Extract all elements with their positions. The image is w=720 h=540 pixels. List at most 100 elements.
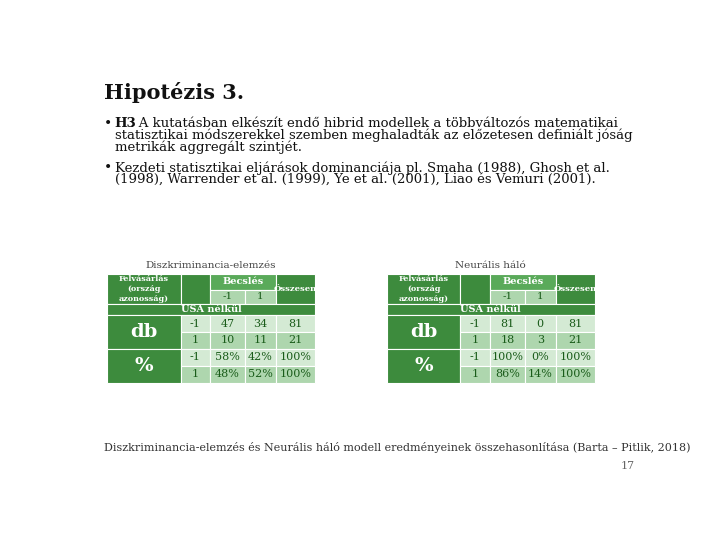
Text: metrikák aggregált szintjét.: metrikák aggregált szintjét. <box>114 140 302 154</box>
Text: 48%: 48% <box>215 369 240 379</box>
Text: 47: 47 <box>220 319 235 328</box>
Bar <box>461 349 490 366</box>
Bar <box>245 349 276 366</box>
Bar <box>525 332 556 349</box>
Text: USA nélkül: USA nélkül <box>181 305 241 314</box>
Bar <box>525 315 556 332</box>
Bar <box>490 349 525 366</box>
Text: -1: -1 <box>503 292 513 301</box>
Bar <box>107 303 315 315</box>
Bar <box>210 349 245 366</box>
Bar <box>181 349 210 366</box>
Bar <box>107 274 181 303</box>
Text: •: • <box>104 161 112 175</box>
Bar <box>556 315 595 332</box>
Text: 100%: 100% <box>491 353 523 362</box>
Text: Kezdeti statisztikai eljárások dominanciája pl. Smaha (1988), Ghosh et al.: Kezdeti statisztikai eljárások dominanci… <box>114 161 610 174</box>
Text: (1998), Warrender et al. (1999), Ye et al. (2001), Liao és Vemuri (2001).: (1998), Warrender et al. (1999), Ye et a… <box>114 173 595 186</box>
Text: 86%: 86% <box>495 369 520 379</box>
Text: H3: H3 <box>114 117 137 130</box>
Bar <box>210 289 245 303</box>
Text: 1: 1 <box>192 335 199 346</box>
Text: 18: 18 <box>500 335 515 346</box>
Text: Neurális háló: Neurális háló <box>455 261 526 271</box>
Bar <box>245 366 276 383</box>
Bar <box>210 315 245 332</box>
Text: 21: 21 <box>568 335 582 346</box>
Bar <box>490 366 525 383</box>
Text: -1: -1 <box>190 319 201 328</box>
Bar <box>387 274 461 303</box>
Bar <box>556 274 595 303</box>
Text: 1: 1 <box>472 369 479 379</box>
Text: Hipotézis 3.: Hipotézis 3. <box>104 82 244 103</box>
Bar <box>210 332 245 349</box>
Text: 81: 81 <box>568 319 582 328</box>
Bar <box>181 366 210 383</box>
Bar <box>525 349 556 366</box>
Bar <box>276 366 315 383</box>
Text: db: db <box>130 323 158 341</box>
Bar <box>461 366 490 383</box>
Text: Becslés: Becslés <box>222 278 264 286</box>
Text: Felvásárlás
(ország
azonosság): Felvásárlás (ország azonosság) <box>399 275 449 302</box>
Bar <box>210 274 276 289</box>
Bar <box>387 303 595 315</box>
Bar <box>490 274 556 289</box>
Text: -1: -1 <box>469 353 481 362</box>
Text: Diszkriminancia-elemzés: Diszkriminancia-elemzés <box>145 261 276 271</box>
Text: 21: 21 <box>288 335 302 346</box>
Text: Összesen: Összesen <box>274 285 317 293</box>
Bar <box>245 315 276 332</box>
Text: 0%: 0% <box>531 353 549 362</box>
Text: 81: 81 <box>500 319 515 328</box>
Text: statisztikai módszerekkel szemben meghaladták az előzetesen definiált jóság: statisztikai módszerekkel szemben meghal… <box>114 129 632 142</box>
Text: 34: 34 <box>253 319 268 328</box>
Text: •: • <box>104 117 112 131</box>
Text: USA nélkül: USA nélkül <box>460 305 521 314</box>
Bar <box>276 274 315 303</box>
Bar <box>556 332 595 349</box>
Text: 1: 1 <box>537 292 544 301</box>
Bar <box>490 315 525 332</box>
Text: Felvásárlás
(ország
azonosság): Felvásárlás (ország azonosság) <box>119 275 169 302</box>
Text: 1: 1 <box>257 292 264 301</box>
Bar <box>387 315 461 349</box>
Text: -1: -1 <box>469 319 481 328</box>
Bar <box>210 366 245 383</box>
Bar <box>276 332 315 349</box>
Text: %: % <box>414 357 433 375</box>
Text: 58%: 58% <box>215 353 240 362</box>
Text: 17: 17 <box>621 461 635 471</box>
Bar <box>245 289 276 303</box>
Bar <box>556 366 595 383</box>
Text: 1: 1 <box>192 369 199 379</box>
Bar <box>556 349 595 366</box>
Text: 100%: 100% <box>559 353 591 362</box>
Bar <box>181 332 210 349</box>
Text: -1: -1 <box>190 353 201 362</box>
Text: 100%: 100% <box>279 353 311 362</box>
Bar <box>276 349 315 366</box>
Text: 0: 0 <box>536 319 544 328</box>
Text: 14%: 14% <box>528 369 553 379</box>
Text: -1: -1 <box>222 292 233 301</box>
Text: Diszkriminancia-elemzés és Neurális háló modell eredményeinek összehasonlítása (: Diszkriminancia-elemzés és Neurális háló… <box>104 442 690 453</box>
Bar <box>107 349 181 383</box>
Bar <box>490 289 525 303</box>
Bar <box>490 332 525 349</box>
Text: : A kutatásban elkészít endő hibrid modellek a többváltozós matematikai: : A kutatásban elkészít endő hibrid mode… <box>130 117 618 130</box>
Text: 81: 81 <box>288 319 302 328</box>
Bar <box>525 289 556 303</box>
Text: Becslés: Becslés <box>503 278 544 286</box>
Bar <box>461 274 490 303</box>
Bar <box>461 315 490 332</box>
Text: 3: 3 <box>536 335 544 346</box>
Text: 100%: 100% <box>559 369 591 379</box>
Text: 11: 11 <box>253 335 268 346</box>
Text: Összesen: Összesen <box>554 285 597 293</box>
Text: 52%: 52% <box>248 369 273 379</box>
Bar <box>461 332 490 349</box>
Bar <box>181 274 210 303</box>
Text: 100%: 100% <box>279 369 311 379</box>
